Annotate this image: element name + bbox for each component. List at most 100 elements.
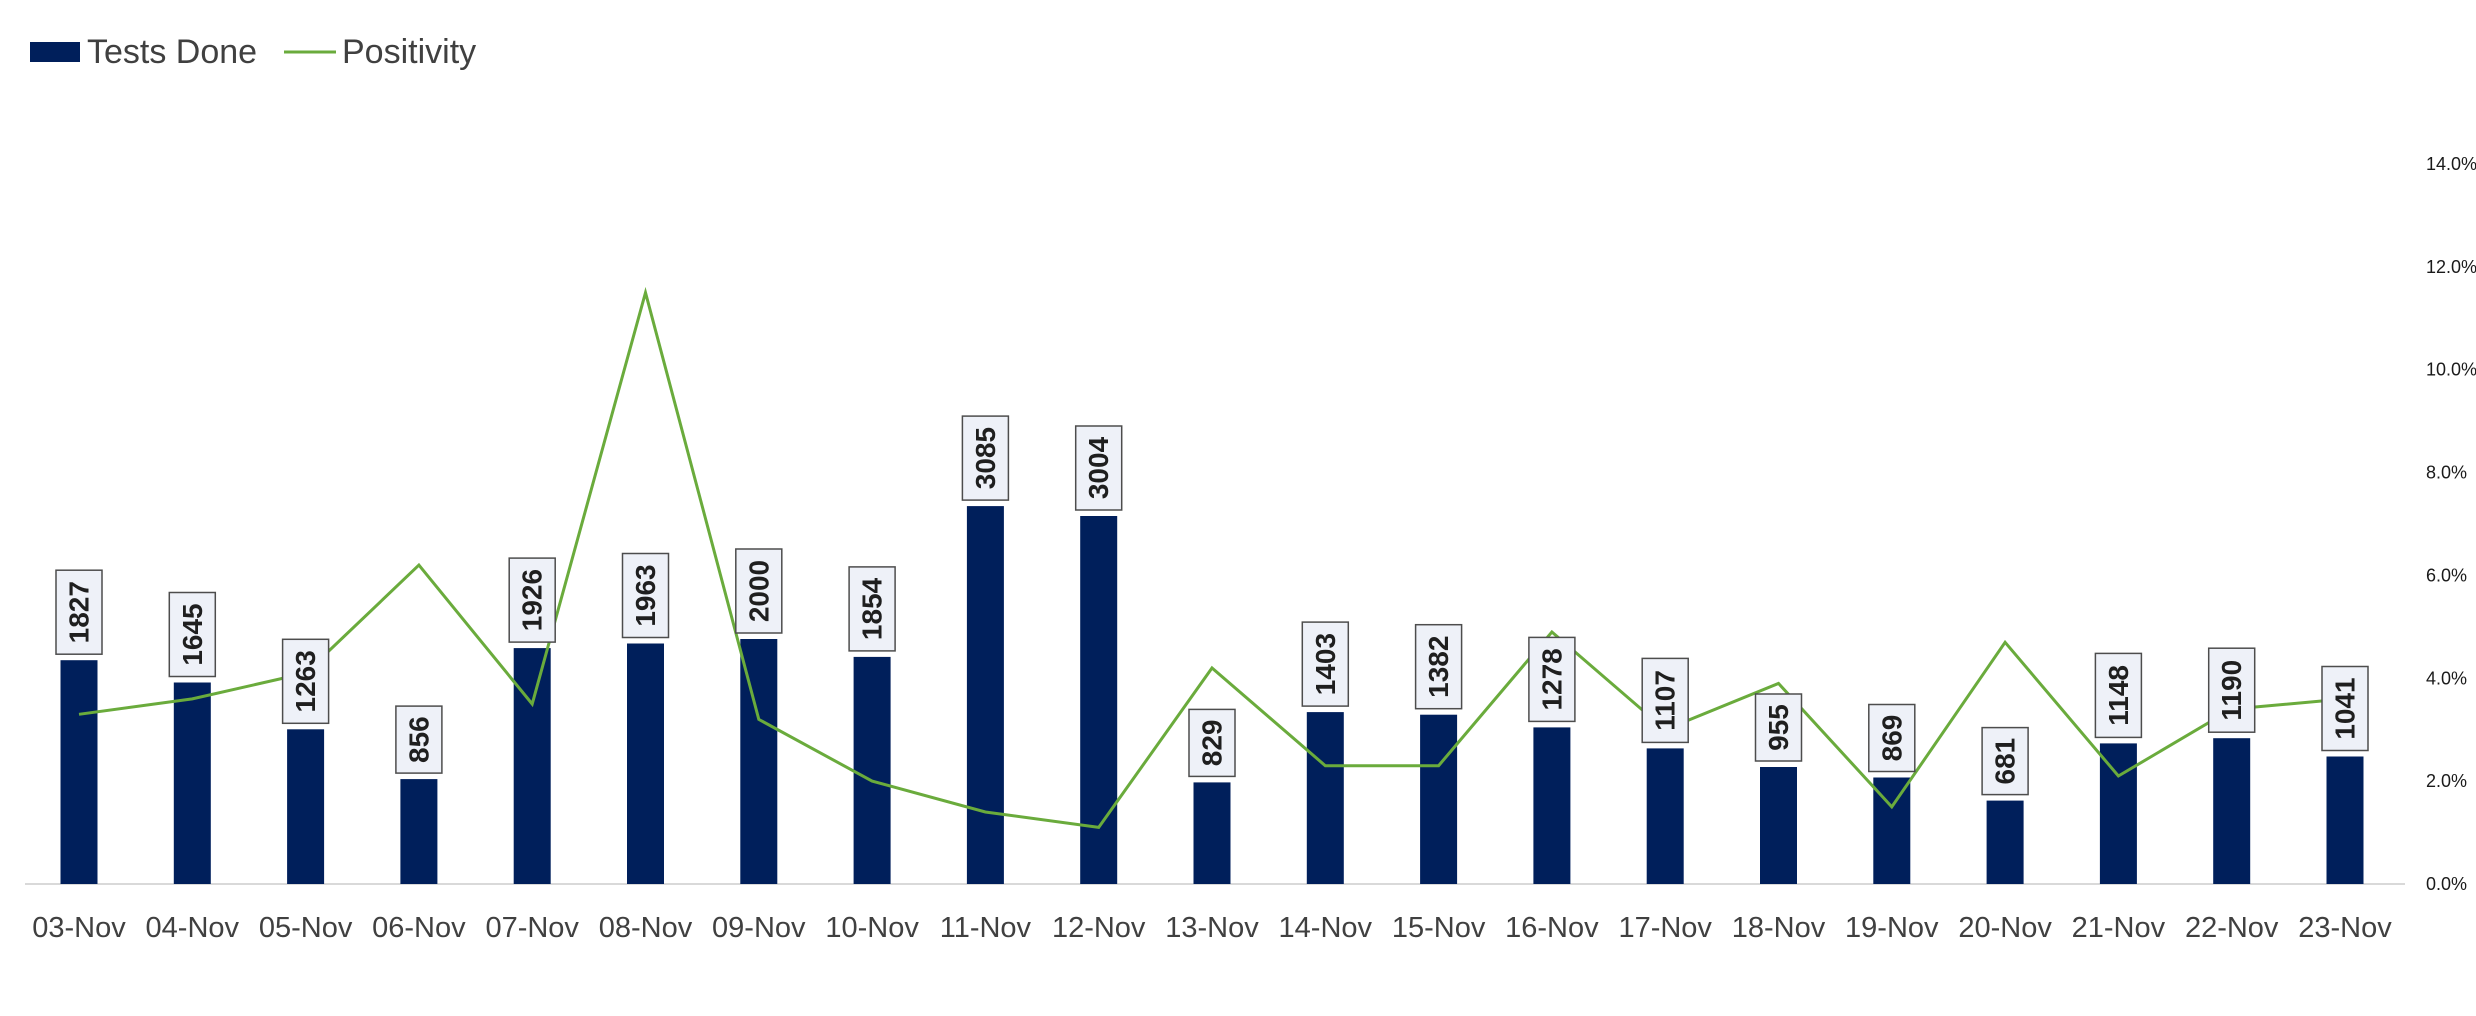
legend-label-positivity: Positivity bbox=[342, 33, 476, 71]
legend-swatch-tests-done bbox=[30, 42, 80, 62]
bar-23-Nov bbox=[2326, 756, 2364, 884]
bar-17-Nov bbox=[1646, 748, 1684, 884]
data-label-19-Nov: 869 bbox=[1868, 703, 1916, 773]
data-label-text: 856 bbox=[403, 716, 434, 763]
data-label-16-Nov: 1278 bbox=[1528, 636, 1576, 723]
data-labels-group: 1827 1645 1263 856 1926 1963 2000 1854 3085 3004 8… bbox=[55, 415, 2369, 796]
data-label-15-Nov: 1382 bbox=[1414, 623, 1463, 710]
data-label-text: 1263 bbox=[290, 650, 321, 712]
bar-11-Nov bbox=[966, 506, 1004, 884]
y2-tick-2: 4.0% bbox=[2426, 668, 2467, 688]
bar-20-Nov bbox=[1986, 800, 2024, 884]
data-label-text: 1190 bbox=[2216, 660, 2247, 721]
x-tick-23-Nov: 23-Nov bbox=[2298, 912, 2392, 944]
x-tick-09-Nov: 09-Nov bbox=[712, 912, 806, 944]
bar-09-Nov bbox=[740, 639, 778, 884]
data-label-text: 1403 bbox=[1310, 633, 1341, 695]
y2-tick-5: 10.0% bbox=[2426, 360, 2476, 380]
x-tick-04-Nov: 04-Nov bbox=[146, 912, 240, 944]
y2-tick-4: 8.0% bbox=[2426, 463, 2467, 483]
data-label-text: 1854 bbox=[857, 577, 888, 640]
data-label-07-Nov: 1926 bbox=[508, 557, 556, 643]
data-label-22-Nov: 1190 bbox=[2207, 647, 2256, 733]
x-tick-19-Nov: 19-Nov bbox=[1845, 912, 1939, 944]
x-tick-03-Nov: 03-Nov bbox=[32, 912, 126, 944]
data-label-06-Nov: 856 bbox=[395, 705, 443, 774]
x-tick-06-Nov: 06-Nov bbox=[372, 912, 466, 944]
data-label-text: 955 bbox=[1763, 704, 1794, 751]
data-label-13-Nov: 829 bbox=[1188, 708, 1236, 778]
data-label-text: 1148 bbox=[2103, 665, 2134, 726]
data-label-text: 681 bbox=[1990, 738, 2021, 785]
data-label-text: 869 bbox=[1876, 715, 1907, 762]
x-tick-16-Nov: 16-Nov bbox=[1505, 912, 1599, 944]
y2-tick-labels: 0.0% 2.0% 4.0% 6.0% 8.0% 10.0% 12.0% 14.0% bbox=[2426, 154, 2476, 894]
data-label-text: 2000 bbox=[743, 560, 774, 622]
bar-13-Nov bbox=[1193, 782, 1231, 884]
data-label-11-Nov: 3085 bbox=[961, 415, 1010, 501]
x-tick-17-Nov: 17-Nov bbox=[1618, 912, 1712, 944]
bar-10-Nov bbox=[853, 656, 891, 884]
x-tick-13-Nov: 13-Nov bbox=[1165, 912, 1259, 944]
bar-05-Nov bbox=[287, 729, 325, 884]
x-tick-15-Nov: 15-Nov bbox=[1392, 912, 1486, 944]
data-label-10-Nov: 1854 bbox=[848, 566, 896, 652]
data-label-text: 1278 bbox=[1536, 648, 1567, 710]
data-label-17-Nov: 1107 bbox=[1641, 657, 1689, 744]
data-label-21-Nov: 1148 bbox=[2094, 652, 2143, 739]
bar-22-Nov bbox=[2213, 738, 2251, 884]
data-label-18-Nov: 955 bbox=[1754, 693, 1803, 762]
data-label-08-Nov: 1963 bbox=[621, 552, 670, 639]
bar-06-Nov bbox=[400, 779, 438, 884]
data-label-text: 1645 bbox=[177, 603, 208, 665]
x-tick-07-Nov: 07-Nov bbox=[485, 912, 579, 944]
data-label-text: 1041 bbox=[2330, 677, 2361, 739]
bar-14-Nov bbox=[1306, 712, 1344, 884]
legend: Tests Done Positivity bbox=[30, 33, 476, 71]
bar-18-Nov bbox=[1760, 767, 1797, 884]
x-tick-18-Nov: 18-Nov bbox=[1732, 912, 1826, 944]
bar-12-Nov bbox=[1080, 516, 1118, 884]
y2-tick-3: 6.0% bbox=[2426, 565, 2467, 585]
bar-21-Nov bbox=[2099, 743, 2137, 884]
x-tick-20-Nov: 20-Nov bbox=[1958, 912, 2052, 944]
bar-07-Nov bbox=[513, 648, 551, 884]
x-tick-10-Nov: 10-Nov bbox=[825, 912, 919, 944]
data-label-text: 1963 bbox=[630, 564, 661, 626]
x-tick-14-Nov: 14-Nov bbox=[1279, 912, 1373, 944]
data-label-04-Nov: 1645 bbox=[168, 591, 217, 678]
x-tick-11-Nov: 11-Nov bbox=[940, 912, 1032, 944]
x-tick-12-Nov: 12-Nov bbox=[1052, 912, 1146, 944]
bar-04-Nov bbox=[173, 682, 211, 884]
data-label-12-Nov: 3004 bbox=[1074, 425, 1123, 511]
data-label-text: 1827 bbox=[64, 581, 95, 643]
data-label-text: 1107 bbox=[1650, 670, 1681, 731]
x-tick-labels: 03-Nov 04-Nov 05-Nov 06-Nov 07-Nov 08-Nov 09-N… bbox=[32, 912, 2392, 944]
data-label-text: 3085 bbox=[970, 427, 1001, 489]
data-label-text: 1382 bbox=[1423, 636, 1454, 698]
data-label-03-Nov: 1827 bbox=[55, 569, 103, 655]
bar-16-Nov bbox=[1533, 727, 1571, 884]
data-label-14-Nov: 1403 bbox=[1301, 621, 1350, 707]
data-label-23-Nov: 1041 bbox=[2321, 665, 2369, 752]
y2-tick-0: 0.0% bbox=[2426, 874, 2467, 894]
y2-tick-1: 2.0% bbox=[2426, 771, 2467, 791]
x-tick-21-Nov: 21-Nov bbox=[2072, 912, 2166, 944]
data-label-text: 1926 bbox=[517, 569, 548, 631]
x-tick-05-Nov: 05-Nov bbox=[259, 912, 353, 944]
x-tick-08-Nov: 08-Nov bbox=[599, 912, 693, 944]
y2-tick-6: 12.0% bbox=[2426, 257, 2476, 277]
data-label-text: 829 bbox=[1197, 720, 1228, 767]
legend-label-tests-done: Tests Done bbox=[87, 33, 257, 71]
data-label-text: 3004 bbox=[1083, 436, 1114, 499]
bars-group bbox=[60, 506, 2364, 884]
bar-15-Nov bbox=[1420, 714, 1458, 884]
data-label-20-Nov: 681 bbox=[1981, 726, 2029, 796]
bar-08-Nov bbox=[627, 643, 664, 884]
data-label-05-Nov: 1263 bbox=[281, 638, 330, 725]
bar-03-Nov bbox=[60, 660, 98, 884]
y2-tick-7: 14.0% bbox=[2426, 154, 2476, 174]
x-tick-22-Nov: 22-Nov bbox=[2185, 912, 2279, 944]
data-label-09-Nov: 2000 bbox=[735, 548, 783, 634]
